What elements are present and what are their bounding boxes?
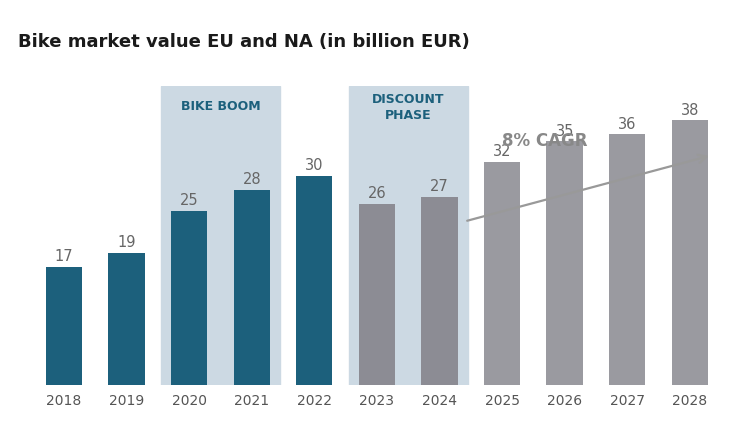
Bar bbox=[609, 134, 645, 385]
Bar bbox=[484, 162, 520, 385]
Bar bbox=[349, 86, 468, 385]
Text: Bike market value EU and NA (in billion EUR): Bike market value EU and NA (in billion … bbox=[18, 33, 470, 51]
Text: 17: 17 bbox=[55, 249, 73, 264]
Text: 28: 28 bbox=[242, 172, 261, 187]
Text: 36: 36 bbox=[618, 116, 636, 131]
Bar bbox=[296, 176, 333, 385]
Bar bbox=[109, 253, 145, 385]
Bar bbox=[358, 204, 395, 385]
Text: 32: 32 bbox=[493, 145, 511, 160]
Text: DISCOUNT
PHASE: DISCOUNT PHASE bbox=[372, 92, 444, 122]
Bar bbox=[234, 190, 270, 385]
Text: 27: 27 bbox=[430, 179, 449, 194]
Bar bbox=[546, 141, 583, 385]
Text: 19: 19 bbox=[118, 235, 136, 250]
Text: 8% CAGR: 8% CAGR bbox=[502, 132, 588, 150]
Bar bbox=[421, 197, 457, 385]
Text: 26: 26 bbox=[367, 186, 386, 201]
Bar bbox=[171, 211, 208, 385]
Text: BIKE BOOM: BIKE BOOM bbox=[180, 100, 260, 113]
Bar bbox=[672, 120, 708, 385]
Bar bbox=[46, 267, 82, 385]
Text: 38: 38 bbox=[681, 103, 699, 118]
Text: 35: 35 bbox=[556, 124, 573, 139]
Text: 30: 30 bbox=[305, 158, 324, 173]
Text: 25: 25 bbox=[180, 193, 199, 208]
Bar bbox=[161, 86, 280, 385]
